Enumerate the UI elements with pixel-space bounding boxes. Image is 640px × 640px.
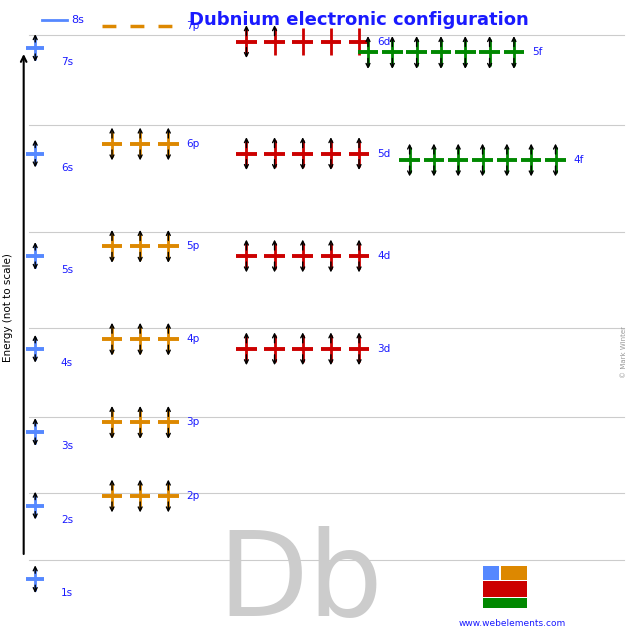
Text: 6d: 6d [377,36,390,47]
Text: 4d: 4d [377,251,390,261]
Text: 3p: 3p [186,417,200,428]
Text: 2s: 2s [61,515,73,525]
Text: 6s: 6s [61,163,73,173]
Text: © Mark Winter: © Mark Winter [621,326,627,378]
Text: 7p: 7p [186,20,200,31]
Bar [501,566,527,580]
Text: 5s: 5s [61,265,73,275]
Text: Dubnium electronic configuration: Dubnium electronic configuration [189,12,528,29]
Text: 4p: 4p [186,334,200,344]
Bar [483,598,527,608]
Text: 4f: 4f [573,155,584,165]
Text: 5p: 5p [186,241,200,252]
Text: 4s: 4s [61,358,73,368]
Text: Energy (not to scale): Energy (not to scale) [3,253,13,362]
Text: 6p: 6p [186,139,200,149]
Text: 2p: 2p [186,491,200,501]
Text: Db: Db [218,525,384,640]
Text: 3d: 3d [377,344,390,354]
Text: 3s: 3s [61,441,73,451]
Text: 1s: 1s [61,588,73,598]
Text: 8s: 8s [72,15,84,26]
Bar [483,566,499,580]
Bar [483,581,527,597]
Text: 7s: 7s [61,57,73,67]
Text: 5d: 5d [377,148,390,159]
Text: 5f: 5f [532,47,542,58]
Text: www.webelements.com: www.webelements.com [458,620,566,628]
